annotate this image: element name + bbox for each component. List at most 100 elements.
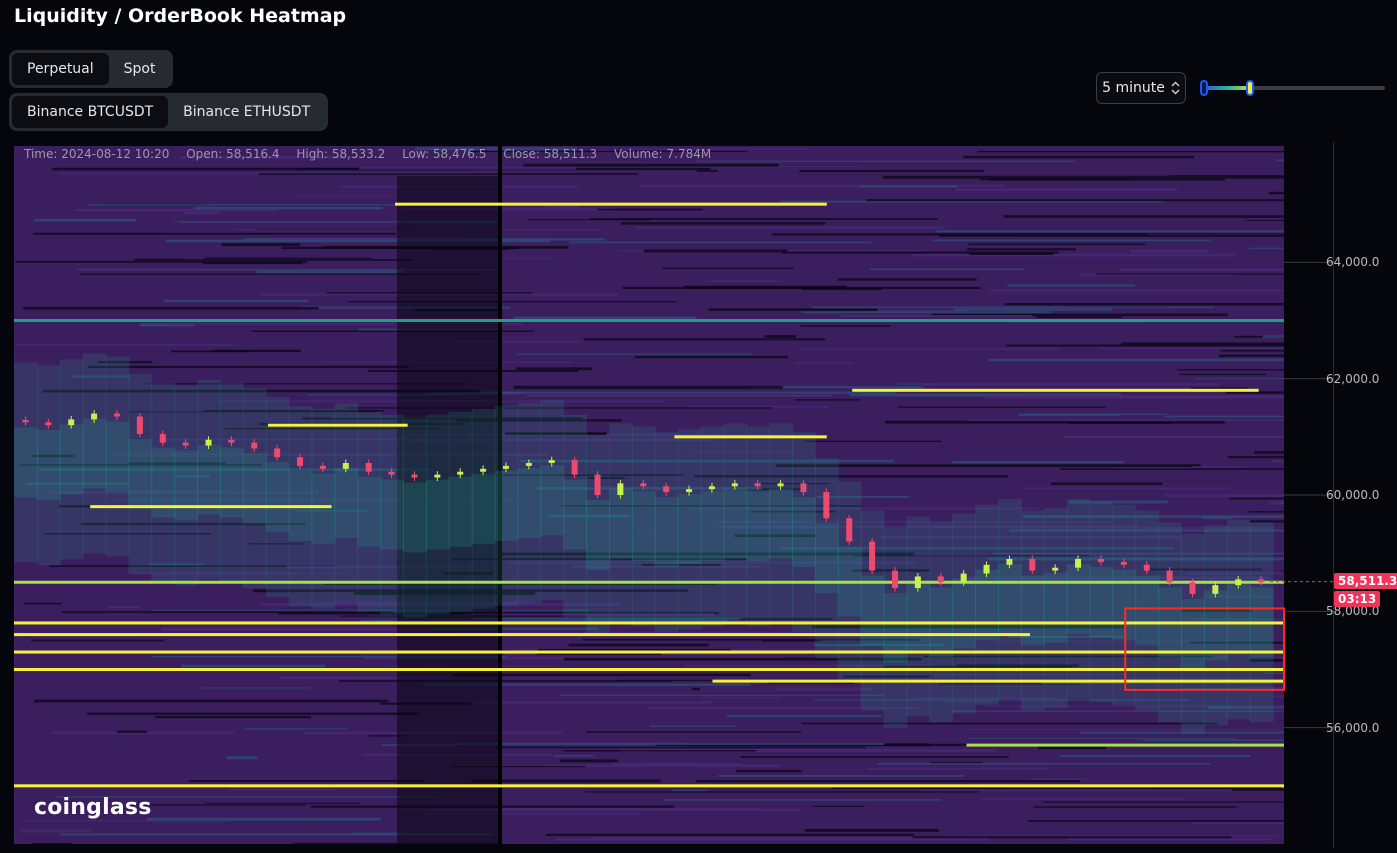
candle-body xyxy=(68,419,74,425)
candle-body xyxy=(755,483,761,486)
price-tick: 62,000.0 xyxy=(1326,372,1379,386)
candle-body xyxy=(1167,571,1173,583)
candle-countdown-badge: 03:13 xyxy=(1334,591,1380,607)
candle-body xyxy=(1189,582,1195,594)
price-axis: 64,000.0 62,000.0 60,000.0 58,000.0 56,0… xyxy=(1320,142,1397,848)
candle-body xyxy=(526,463,532,466)
candle-body xyxy=(434,475,440,478)
candle-body xyxy=(709,486,715,489)
candle-body xyxy=(1212,585,1218,594)
candle-body xyxy=(343,463,349,469)
price-tick: 56,000.0 xyxy=(1326,721,1379,735)
candle-body xyxy=(114,414,120,417)
tab-spot[interactable]: Spot xyxy=(109,53,171,85)
current-price-badge: 58,511.3 xyxy=(1334,573,1397,589)
candle-body xyxy=(938,576,944,582)
liquidity-level-line xyxy=(14,668,1284,671)
candle xyxy=(846,515,852,545)
info-close: Close: 58,511.3 xyxy=(503,147,597,161)
candle-body xyxy=(320,466,326,469)
price-tick: 60,000.0 xyxy=(1326,488,1379,502)
info-time: Time: 2024-08-12 10:20 xyxy=(24,147,169,161)
candle-body xyxy=(663,486,669,492)
candle-body xyxy=(595,475,601,495)
candle-body xyxy=(800,483,806,492)
candle-body xyxy=(1075,559,1081,568)
candle-body xyxy=(91,414,97,420)
candle-body xyxy=(45,422,51,425)
candle-body xyxy=(366,463,372,472)
price-tick: 64,000.0 xyxy=(1326,255,1379,269)
tab-binance-ethusdt[interactable]: Binance ETHUSDT xyxy=(168,96,325,128)
candle-body xyxy=(640,483,646,486)
candle-body xyxy=(869,542,875,571)
liquidity-level-line xyxy=(14,581,1284,584)
liquidity-level-line xyxy=(268,424,408,427)
candle-body xyxy=(183,443,189,446)
candle xyxy=(595,471,601,498)
candle-body xyxy=(206,440,212,446)
tab-perpetual[interactable]: Perpetual xyxy=(12,53,109,85)
info-low: Low: 58,476.5 xyxy=(402,147,486,161)
liquidity-level-line xyxy=(90,505,331,508)
liquidity-level-line xyxy=(14,319,1284,322)
coinglass-logo: coinglass xyxy=(34,795,151,820)
candle-body xyxy=(892,571,898,588)
candle xyxy=(823,489,829,522)
candle-body xyxy=(297,457,303,466)
tab-binance-btcusdt[interactable]: Binance BTCUSDT xyxy=(12,96,168,128)
candle-body xyxy=(503,466,509,469)
slider-handle-high[interactable] xyxy=(1246,80,1254,96)
candle-body xyxy=(823,492,829,518)
candle-body xyxy=(961,574,967,583)
candle xyxy=(869,538,875,574)
candle-body xyxy=(1052,568,1058,571)
candle-body xyxy=(846,518,852,541)
chevron-updown-icon xyxy=(1171,81,1180,95)
candle-body xyxy=(1144,565,1150,571)
candle-body xyxy=(457,472,463,475)
liquidity-level-line xyxy=(674,435,826,438)
heatmap-chart[interactable]: Time: 2024-08-12 10:20 Open: 58,516.4 Hi… xyxy=(14,142,1334,848)
candle-info-bar: Time: 2024-08-12 10:20 Open: 58,516.4 Hi… xyxy=(24,147,724,161)
threshold-slider[interactable] xyxy=(1200,80,1385,96)
candle-body xyxy=(160,434,166,443)
candle xyxy=(137,413,143,437)
candle-body xyxy=(1235,579,1241,585)
info-high: High: 58,533.2 xyxy=(296,147,385,161)
candle-body xyxy=(389,472,395,475)
liquidity-level-line xyxy=(14,633,1030,636)
candle-body xyxy=(572,460,578,475)
candle-body xyxy=(778,483,784,486)
candle-body xyxy=(1029,559,1035,571)
info-volume: Volume: 7.784M xyxy=(614,147,711,161)
info-open: Open: 58,516.4 xyxy=(186,147,279,161)
liquidity-level-line xyxy=(14,621,1284,624)
candle-body xyxy=(22,420,28,422)
interval-select[interactable]: 5 minute xyxy=(1096,72,1186,104)
candle-body xyxy=(984,565,990,574)
candle-body xyxy=(1006,559,1012,565)
pair-toggle: Binance BTCUSDT Binance ETHUSDT xyxy=(9,93,328,131)
candle-body xyxy=(274,448,280,457)
liquidity-level-line xyxy=(14,784,1284,787)
slider-handle-low[interactable] xyxy=(1200,80,1208,96)
heatmap-svg xyxy=(14,142,1334,848)
candle-body xyxy=(686,489,692,492)
interval-label: 5 minute xyxy=(1102,80,1165,96)
candle-body xyxy=(480,469,486,472)
candle-body xyxy=(251,443,257,449)
candle-body xyxy=(411,475,417,478)
market-type-toggle: Perpetual Spot xyxy=(9,50,173,88)
candle-body xyxy=(1258,579,1264,582)
candle-body xyxy=(1098,559,1104,562)
candle-body xyxy=(549,460,555,463)
liquidity-level-line xyxy=(14,651,1284,654)
liquidity-level-line xyxy=(395,203,827,206)
candle-body xyxy=(228,440,234,443)
candle xyxy=(892,567,898,591)
liquidity-level-line xyxy=(967,744,1285,747)
candle-body xyxy=(137,416,143,433)
liquidity-level-line xyxy=(852,389,1258,392)
candle-body xyxy=(617,483,623,495)
